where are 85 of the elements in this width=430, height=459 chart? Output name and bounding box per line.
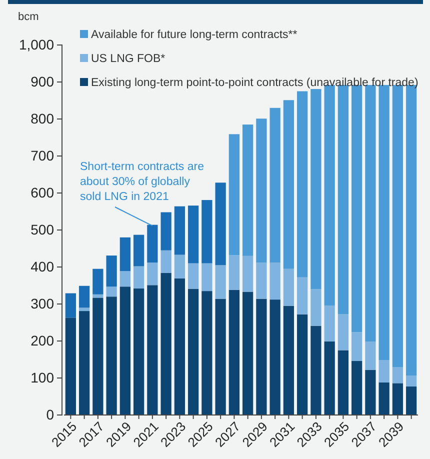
- bar: [147, 224, 158, 263]
- bar: [406, 376, 417, 387]
- bar: [283, 306, 294, 415]
- bar: [228, 134, 240, 256]
- bar: [352, 332, 362, 361]
- bar: [324, 305, 335, 342]
- bar: [242, 124, 254, 256]
- bar: [202, 291, 212, 415]
- bar: [256, 262, 267, 299]
- bar: [120, 271, 130, 287]
- y-tick-label: 400: [30, 258, 54, 274]
- bar: [283, 100, 294, 269]
- y-tick-label: 600: [30, 184, 54, 200]
- bar: [352, 360, 362, 415]
- bar: [92, 298, 104, 415]
- annotation: Short-term contracts are about 30% of globally sold LNG in 2021: [80, 161, 204, 203]
- bar: [297, 91, 308, 278]
- bar: [378, 382, 390, 415]
- bar: [297, 277, 308, 314]
- bar: [324, 341, 335, 415]
- bar: [120, 286, 130, 415]
- bar: [78, 308, 90, 312]
- bar: [256, 298, 267, 415]
- bar: [106, 286, 117, 297]
- bar: [215, 182, 226, 266]
- bar: [297, 314, 308, 415]
- bar: [365, 370, 376, 415]
- bar: [188, 288, 199, 415]
- bar: [147, 285, 158, 415]
- bar: [160, 250, 172, 273]
- bar: [215, 265, 226, 299]
- bar: [65, 318, 76, 415]
- bar: [92, 268, 104, 294]
- bar: [174, 278, 185, 415]
- bar: [310, 326, 322, 415]
- legend-label: Available for future long-term contracts**: [91, 29, 298, 41]
- y-tick-label: 0: [46, 406, 54, 422]
- bar: [188, 206, 199, 264]
- y-tick-label: 1,000: [18, 36, 54, 52]
- bar: [202, 263, 212, 292]
- legend-label: US LNG FOB*: [91, 53, 166, 65]
- bar: [338, 350, 349, 415]
- y-tick-label: 800: [30, 110, 54, 126]
- bar: [228, 255, 240, 290]
- bar: [310, 289, 322, 326]
- bar: [283, 268, 294, 306]
- bar: [78, 286, 90, 308]
- bar: [406, 386, 417, 415]
- bar: [188, 263, 199, 289]
- bar: [270, 262, 280, 300]
- bar: [256, 118, 267, 263]
- bar: [133, 234, 144, 266]
- bar: [202, 200, 212, 264]
- bar: [160, 212, 172, 250]
- y-tick-label: 200: [30, 332, 54, 348]
- bar: [120, 237, 130, 272]
- bar: [270, 300, 280, 415]
- bar: [392, 367, 404, 384]
- y-tick-label: 700: [30, 147, 54, 164]
- bar: [242, 292, 254, 415]
- bar: [78, 311, 90, 415]
- bar: [378, 84, 390, 360]
- bar: [106, 296, 117, 415]
- bar: [228, 290, 240, 415]
- bar: [378, 360, 390, 382]
- bar: [310, 89, 322, 290]
- bar: [133, 288, 144, 415]
- y-tick-label: 300: [30, 295, 54, 312]
- bar: [392, 383, 404, 415]
- bar: [338, 314, 349, 350]
- bar: [160, 272, 172, 415]
- bar: [270, 108, 280, 263]
- y-tick-label: 900: [30, 73, 54, 90]
- bar: [174, 206, 185, 255]
- y-axis-title: bcm: [18, 11, 39, 23]
- y-tick-label: 500: [30, 221, 54, 238]
- bar: [65, 293, 76, 318]
- bar: [147, 262, 158, 286]
- bar: [215, 298, 226, 415]
- bar: [242, 256, 254, 292]
- bar: [365, 342, 376, 370]
- bar: [106, 256, 117, 287]
- bar: [174, 254, 185, 278]
- y-tick-label: 100: [30, 369, 54, 386]
- bar: [133, 266, 144, 288]
